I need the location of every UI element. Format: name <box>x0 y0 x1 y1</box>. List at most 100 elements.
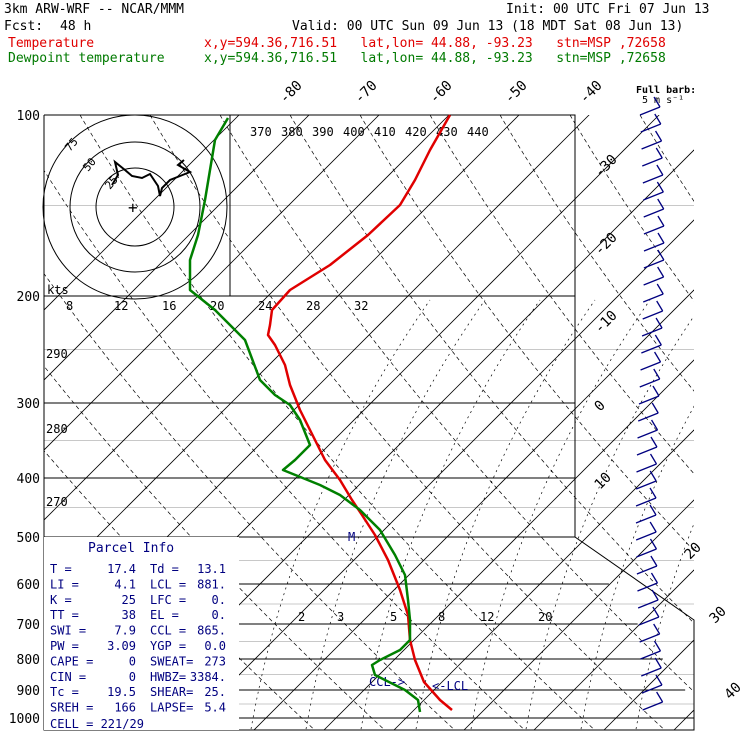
parcel-key: TT = <box>50 608 79 622</box>
theta-label: 290 <box>46 347 68 361</box>
pressure-label-300: 300 <box>17 397 40 412</box>
isotherm-line <box>393 429 694 730</box>
parcel-value: 25. <box>204 685 226 699</box>
wind-barb <box>642 293 664 303</box>
wind-scale-value: 5 m s⁻¹ <box>642 95 684 106</box>
model-title: 3km ARW-WRF -- NCAR/MMM <box>4 2 185 17</box>
wind-barb <box>635 514 657 524</box>
wind-barb <box>640 650 661 660</box>
max-marker: M <box>348 530 355 544</box>
temp-axis-label: -80 <box>277 78 306 107</box>
hodograph-axis-label: 32 <box>354 299 368 313</box>
wind-barb-flag <box>653 623 661 635</box>
lcl-marker: <-LCL <box>432 679 468 693</box>
wind-barb-flag <box>655 674 663 686</box>
hodograph-axis-label: 24 <box>258 299 272 313</box>
wind-barb <box>637 582 658 592</box>
parcel-key: LAPSE= <box>150 701 193 715</box>
dry-adiabat <box>44 169 526 730</box>
wind-barb <box>638 395 660 405</box>
mixing-ratio-label: 2 <box>298 610 305 624</box>
parcel-value: 5.4 <box>204 701 226 715</box>
wind-barb <box>635 497 657 507</box>
pressure-label-400: 400 <box>17 472 40 487</box>
dry-adiabat <box>429 115 694 475</box>
wind-barb <box>642 310 663 320</box>
parcel-key: LFC = <box>150 593 186 607</box>
wind-barb-flag <box>656 300 664 312</box>
isotherm-line <box>603 639 694 730</box>
moist-adiabat <box>525 315 694 730</box>
wind-barb-flag <box>657 266 665 278</box>
parcel-key: K = <box>50 593 72 607</box>
theta-label: 280 <box>46 422 68 436</box>
wind-barb-flag <box>649 470 657 482</box>
wind-barb <box>639 633 660 643</box>
isotherm-line <box>463 499 694 730</box>
temp-axis-label: -30 <box>592 152 621 181</box>
wind-barb-flag <box>653 96 661 108</box>
temp-axis-label: -20 <box>592 230 621 259</box>
hodograph-ring <box>95 167 175 247</box>
wind-barb-flag <box>654 657 662 669</box>
parcel-value: 166 <box>114 701 136 715</box>
mixing-ratio-label: 3 <box>337 610 344 624</box>
pressure-label-1000: 1000 <box>9 712 40 727</box>
wind-barb <box>636 565 658 575</box>
dewpoint-location: x,y=594.36,716.51 lat,lon= 44.88, -93.23… <box>204 51 666 66</box>
parcel-value: 0. <box>212 608 226 622</box>
parcel-key: SHEAR= <box>150 685 193 699</box>
wind-barb <box>636 463 657 473</box>
wind-barb-flag <box>657 198 665 210</box>
wind-barb <box>640 123 662 133</box>
wind-barb <box>635 531 657 541</box>
dry-adiabat <box>710 115 740 735</box>
mixing-ratio-label: 5 <box>390 610 397 624</box>
parcel-value: 0.0 <box>204 639 226 653</box>
wind-barb <box>641 684 663 694</box>
wind-barb <box>638 616 660 626</box>
wind-barb <box>636 548 657 558</box>
wind-barb-flag <box>650 419 659 431</box>
wind-barb <box>643 208 664 218</box>
wind-barb <box>637 599 659 609</box>
parcel-key: HWBZ= <box>150 670 186 684</box>
wind-barb-flag <box>650 572 659 584</box>
isotherm-line <box>323 359 694 730</box>
parcel-value: 0 <box>129 654 136 668</box>
wind-barb <box>636 446 658 456</box>
isotherm-line <box>44 115 310 381</box>
pressure-label-100: 100 <box>17 109 40 124</box>
hodograph-center: + <box>128 198 138 217</box>
parcel-key: YGP = <box>150 639 186 653</box>
parcel-value: 13.1 <box>197 562 226 576</box>
hodograph-axis-label: 8 <box>66 299 73 313</box>
wind-barb-flag <box>657 249 665 261</box>
temp-axis-label: -70 <box>352 78 381 107</box>
temp-axis-label: -10 <box>592 308 621 337</box>
pressure-label-200: 200 <box>17 290 40 305</box>
temperature-location: x,y=594.36,716.51 lat,lon= 44.88, -93.23… <box>204 36 666 51</box>
wind-barb-flag <box>654 113 662 125</box>
temp-axis-label: 30 <box>707 604 730 627</box>
isotherm-line <box>673 709 694 730</box>
hodograph-ring-label: 75 <box>62 135 80 154</box>
wind-barb <box>637 429 658 439</box>
parcel-key: CIN = <box>50 670 86 684</box>
parcel-value: 881. <box>197 577 226 591</box>
parcel-value: 25 <box>122 593 136 607</box>
wind-barb <box>635 480 657 490</box>
wind-barb-flag <box>650 555 658 567</box>
temp-axis-label: 40 <box>722 680 740 703</box>
wind-barb <box>643 276 664 286</box>
temp-axis-label: 0 <box>592 398 609 415</box>
wind-barb-flag <box>651 589 659 601</box>
mixing-ratio-label: 20 <box>538 610 552 624</box>
wind-barb <box>643 191 664 201</box>
wind-barb <box>642 157 663 167</box>
parcel-key: CCL = <box>150 624 186 638</box>
wind-barb <box>642 174 664 184</box>
parcel-cell: CELL = 221/29 <box>50 717 144 731</box>
isotherm-line <box>44 115 240 311</box>
